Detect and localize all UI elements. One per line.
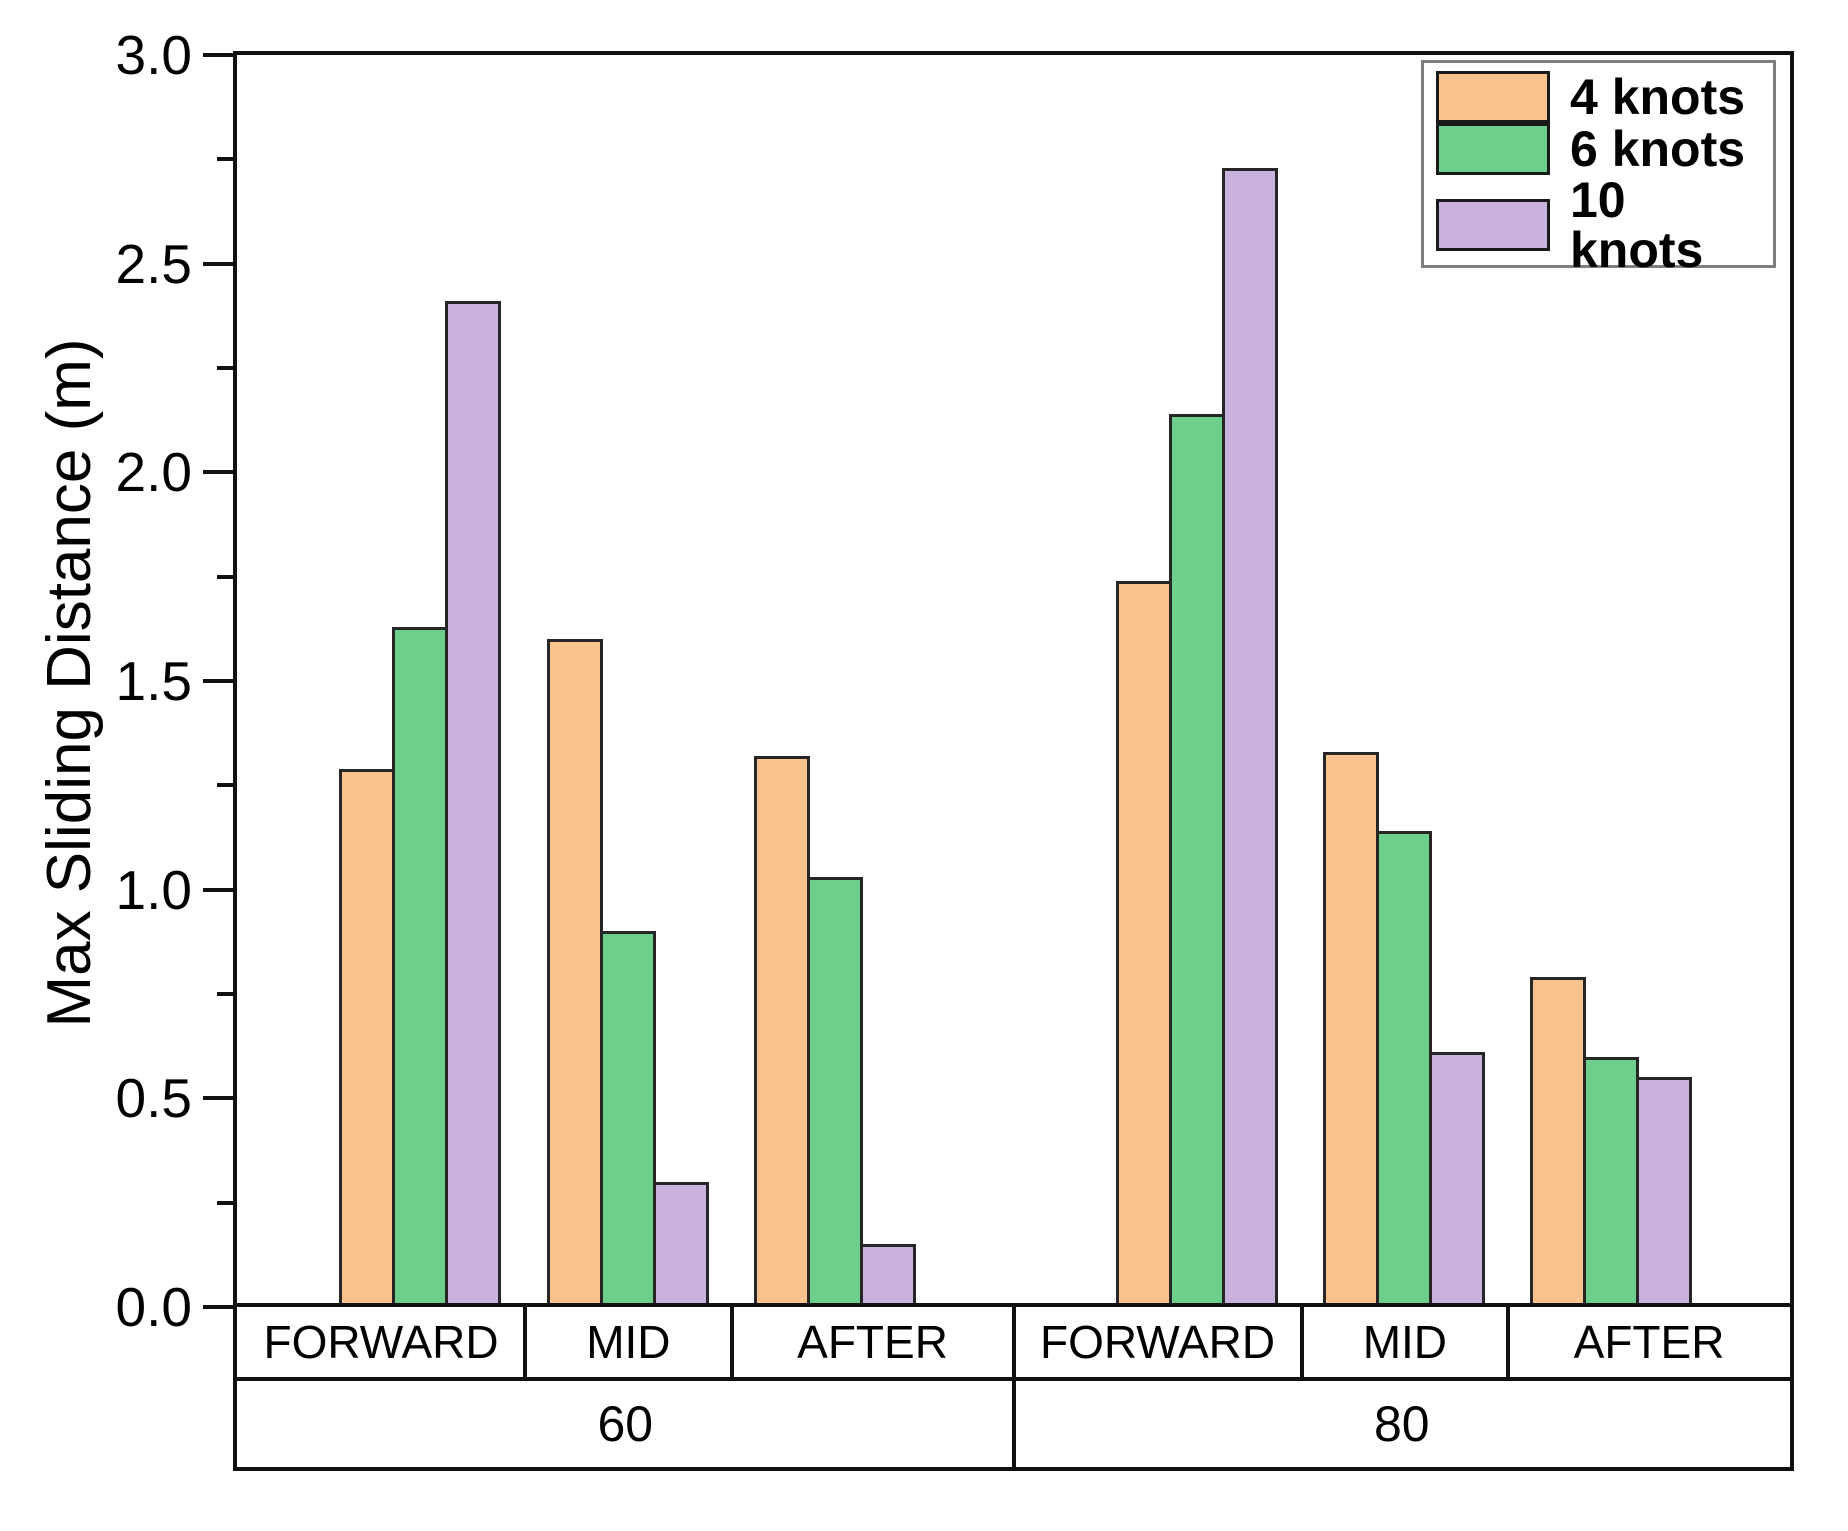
y-tick-label: 3.0 xyxy=(115,24,192,86)
y-major-tick xyxy=(203,470,233,475)
legend-color-swatch xyxy=(1436,123,1550,175)
category-cell-label: MID xyxy=(1362,1316,1448,1368)
legend-color-swatch xyxy=(1436,71,1550,123)
y-minor-tick xyxy=(217,783,233,788)
bar-80-after-10-knots xyxy=(1636,1077,1693,1307)
category-cell-label: MID xyxy=(586,1316,671,1368)
y-major-tick xyxy=(203,1096,233,1101)
bar-60-forward-4-knots xyxy=(339,769,396,1307)
legend-item-6-knots: 6 knots xyxy=(1436,123,1761,175)
category-cell-label: AFTER xyxy=(1573,1316,1725,1368)
group-label: 80 xyxy=(1373,1396,1430,1452)
bar-60-forward-10-knots xyxy=(445,301,502,1307)
legend-item-label: 6 knots xyxy=(1570,121,1746,177)
bar-80-mid-6-knots xyxy=(1376,831,1433,1307)
legend-item-label: 10 knots xyxy=(1570,172,1704,278)
y-tick-label: 1.5 xyxy=(115,650,192,712)
category-divider xyxy=(729,1307,734,1377)
bar-80-mid-4-knots xyxy=(1323,752,1380,1307)
y-tick-label: 2.0 xyxy=(115,441,192,504)
legend-item-4-knots: 4 knots xyxy=(1436,71,1761,123)
bar-80-after-6-knots xyxy=(1583,1057,1640,1307)
bar-80-forward-10-knots xyxy=(1221,168,1278,1307)
bar-80-after-4-knots xyxy=(1530,977,1587,1307)
bar-60-after-4-knots xyxy=(753,756,810,1307)
y-major-tick xyxy=(203,887,233,892)
y-major-tick xyxy=(203,679,233,683)
y-tick-label: 2.5 xyxy=(115,232,192,295)
bar-80-forward-4-knots xyxy=(1115,581,1172,1307)
category-cell-label: FORWARD xyxy=(263,1316,499,1368)
legend-color-swatch xyxy=(1436,199,1550,251)
group-divider xyxy=(1011,1381,1016,1467)
legend-item-10-knots: 10 knots xyxy=(1436,175,1761,275)
legend-item-label: 4 knots xyxy=(1570,69,1746,125)
legend: 4 knots 6 knots 10 knots xyxy=(1421,60,1776,275)
y-minor-tick xyxy=(217,992,233,996)
category-divider xyxy=(523,1307,528,1377)
group-row: 60 80 xyxy=(233,1377,1794,1471)
category-cell-label: AFTER xyxy=(797,1316,948,1368)
group-label: 60 xyxy=(597,1396,654,1452)
y-minor-tick xyxy=(217,574,233,579)
bar-60-mid-10-knots xyxy=(652,1182,709,1307)
y-major-tick xyxy=(203,1305,233,1309)
y-minor-tick xyxy=(217,366,233,370)
y-minor-tick xyxy=(217,1200,233,1205)
y-minor-tick xyxy=(217,157,233,162)
category-divider xyxy=(1506,1307,1511,1377)
category-cell-label: FORWARD xyxy=(1039,1316,1276,1368)
y-tick-label: 0.0 xyxy=(115,1276,192,1338)
bar-60-after-6-knots xyxy=(806,877,863,1307)
bar-80-forward-6-knots xyxy=(1168,414,1225,1307)
bar-60-forward-6-knots xyxy=(392,627,449,1307)
y-major-tick xyxy=(203,261,233,266)
y-major-tick xyxy=(203,53,233,57)
bar-60-after-10-knots xyxy=(859,1244,916,1307)
y-tick-label: 0.5 xyxy=(115,1067,192,1130)
bar-80-mid-10-knots xyxy=(1429,1052,1486,1307)
category-divider xyxy=(1299,1307,1304,1377)
bar-60-mid-4-knots xyxy=(546,639,603,1307)
bar-60-mid-6-knots xyxy=(599,931,656,1307)
group-divider xyxy=(1011,1307,1016,1377)
y-tick-label: 1.0 xyxy=(115,858,192,921)
category-row: FORWARD MID AFTER FORWARD MID AFTER xyxy=(233,1303,1794,1381)
